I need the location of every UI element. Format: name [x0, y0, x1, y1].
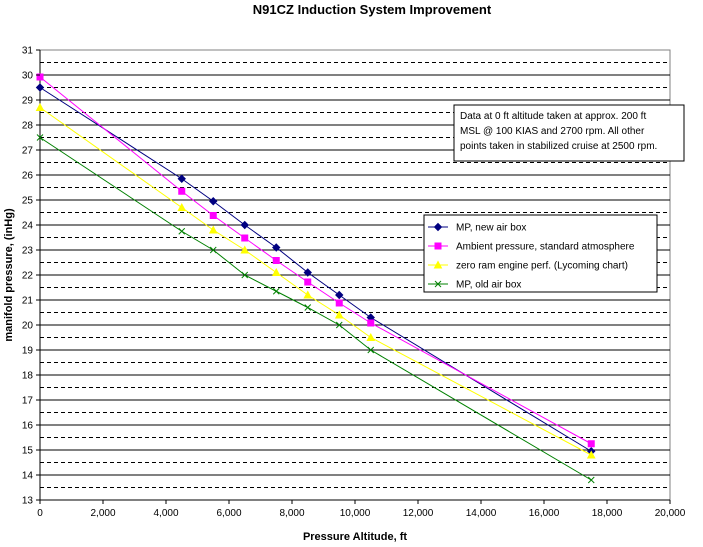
- y-tick-label: 29: [22, 96, 34, 107]
- y-tick-label: 27: [22, 146, 34, 157]
- y-tick-label: 16: [22, 421, 34, 432]
- x-tick-label: 6,000: [216, 508, 241, 519]
- data-point: [241, 234, 249, 242]
- annotation-line-2: MSL @ 100 KIAS and 2700 rpm. All other: [460, 126, 645, 137]
- data-point: [433, 260, 443, 269]
- data-point: [241, 271, 249, 279]
- x-axis-label: Pressure Altitude, ft: [303, 531, 407, 543]
- x-tick-label: 16,000: [529, 508, 560, 519]
- data-point: [587, 440, 595, 448]
- legend: MP, new air box Ambient pressure, standar…: [423, 214, 658, 293]
- legend-item: Ambient pressure, standard atmosphere: [428, 242, 635, 253]
- data-point: [271, 267, 281, 276]
- x-tick-label: 10,000: [340, 508, 371, 519]
- data-point: [240, 245, 250, 254]
- x-tick-label: 4,000: [153, 508, 178, 519]
- y-tick-label: 23: [22, 246, 34, 257]
- data-point: [433, 222, 443, 232]
- data-point: [367, 346, 375, 354]
- data-point: [335, 321, 343, 329]
- annotation-line-3: points taken in stabilized cruise at 250…: [460, 141, 657, 152]
- data-point: [35, 83, 45, 92]
- data-point: [36, 73, 44, 81]
- y-tick-label: 28: [22, 121, 34, 132]
- data-point: [178, 227, 186, 235]
- y-axis-label: manifold pressure, (inHg): [3, 208, 15, 342]
- data-point: [587, 476, 595, 484]
- data-point: [35, 102, 45, 111]
- y-tick-label: 24: [22, 221, 34, 232]
- data-point: [367, 319, 375, 327]
- data-point: [335, 299, 343, 307]
- series-1: [35, 83, 596, 456]
- y-tick-label: 14: [22, 471, 34, 482]
- chart-title: N91CZ Induction System Improvement: [253, 2, 492, 17]
- data-point: [303, 290, 313, 299]
- series-2: [36, 73, 595, 448]
- legend-item: MP, old air box: [428, 280, 521, 291]
- data-point: [209, 212, 217, 219]
- annotation-line-1: Data at 0 ft altitude taken at approx. 2…: [460, 111, 646, 122]
- y-tick-label: 25: [22, 196, 34, 207]
- data-point: [304, 278, 312, 286]
- ticks: 0 2,000 4,000 6,000 8,000 10,000 12,000 14,000 1…: [22, 46, 686, 520]
- x-tick-label: 12,000: [403, 508, 434, 519]
- legend-label: MP, old air box: [456, 280, 521, 291]
- x-tick-label: 20,000: [655, 508, 686, 519]
- series-4: [36, 134, 595, 484]
- y-tick-label: 26: [22, 171, 34, 182]
- y-tick-label: 18: [22, 371, 34, 382]
- annotation-box: Data at 0 ft altitude taken at approx. 2…: [453, 104, 685, 162]
- data-point: [303, 268, 312, 277]
- data-point: [208, 225, 218, 234]
- data-point: [178, 187, 186, 195]
- x-tick-label: 0: [37, 508, 43, 519]
- x-tick-label: 8,000: [279, 508, 304, 519]
- series-3: [35, 102, 596, 459]
- data-point: [335, 290, 344, 300]
- y-tick-label: 30: [22, 71, 34, 82]
- x-tick-label: 14,000: [466, 508, 497, 519]
- legend-item: MP, new air box: [428, 223, 526, 234]
- y-tick-label: 22: [22, 271, 34, 282]
- data-point: [209, 197, 218, 206]
- y-tick-label: 15: [22, 446, 34, 457]
- data-point: [304, 304, 312, 311]
- legend-label: MP, new air box: [456, 223, 526, 234]
- data-point: [272, 257, 280, 264]
- x-tick-label: 18,000: [592, 508, 623, 519]
- data-point: [240, 220, 249, 230]
- data-point: [177, 202, 187, 211]
- series-layer: [35, 73, 596, 484]
- data-point: [272, 287, 280, 295]
- data-point: [209, 246, 217, 254]
- data-point: [177, 174, 186, 183]
- y-tick-label: 19: [22, 346, 34, 357]
- legend-label: Ambient pressure, standard atmosphere: [456, 242, 635, 253]
- y-tick-label: 31: [22, 46, 34, 57]
- y-tick-label: 21: [22, 296, 34, 307]
- y-tick-label: 17: [22, 396, 34, 407]
- data-point: [586, 450, 596, 459]
- legend-item: zero ram engine perf. (Lycoming chart): [428, 260, 628, 272]
- data-point: [434, 280, 442, 288]
- legend-label: zero ram engine perf. (Lycoming chart): [456, 261, 628, 272]
- data-point: [366, 332, 376, 341]
- data-point: [36, 134, 44, 141]
- data-point: [434, 242, 442, 250]
- x-tick-label: 2,000: [90, 508, 115, 519]
- data-point: [334, 310, 344, 319]
- y-tick-label: 20: [22, 321, 34, 332]
- y-tick-label: 13: [22, 496, 34, 507]
- data-point: [272, 243, 281, 252]
